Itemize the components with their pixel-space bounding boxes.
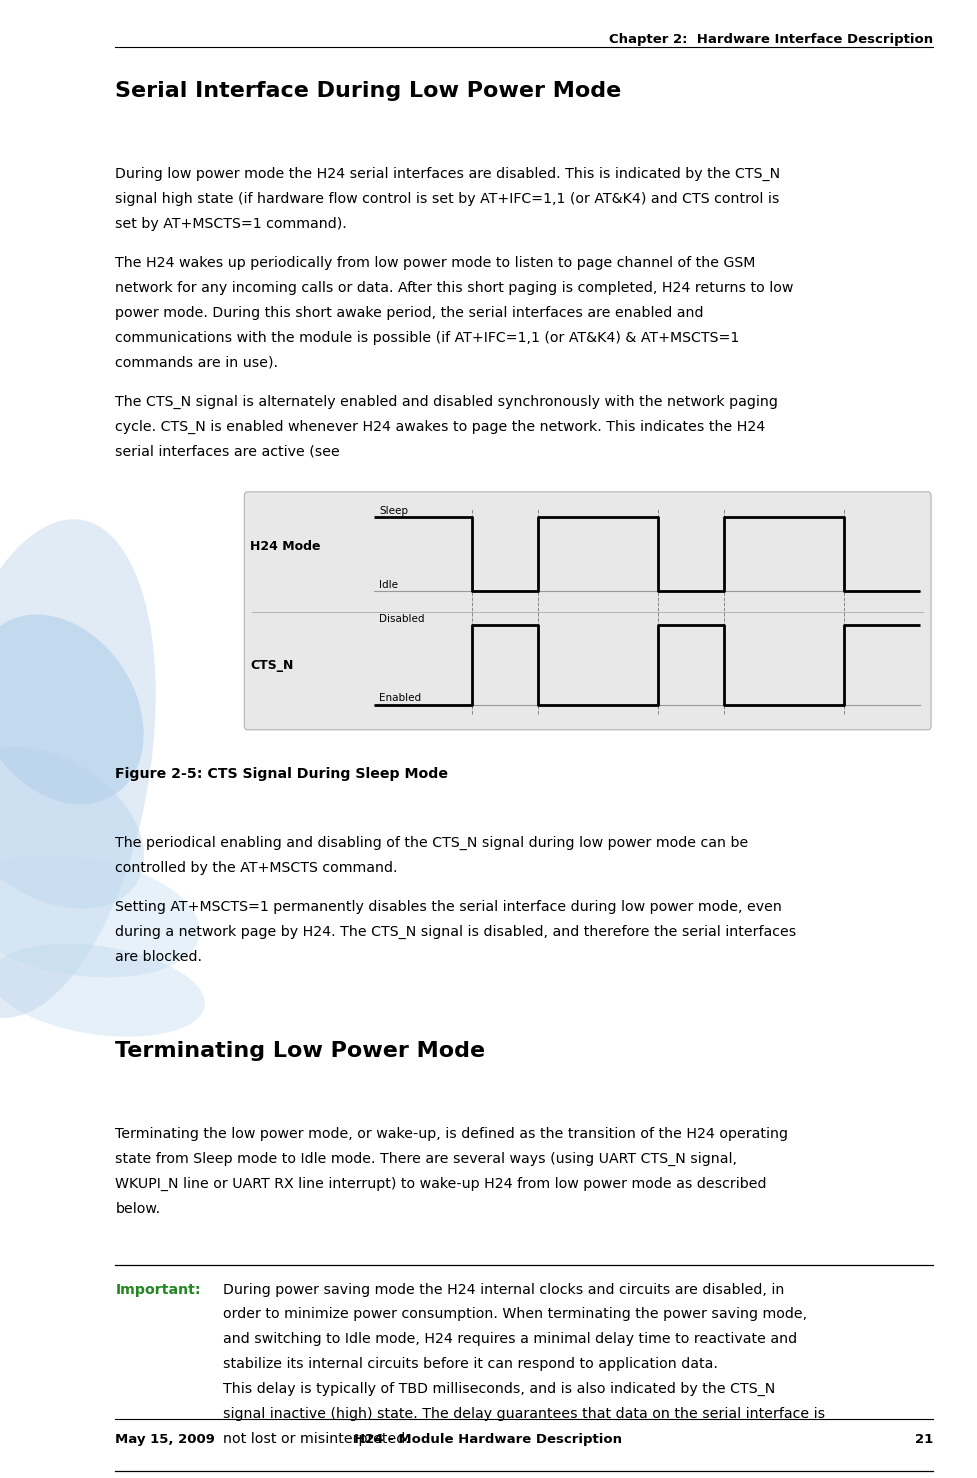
FancyBboxPatch shape — [244, 492, 931, 730]
Text: state from Sleep mode to Idle mode. There are several ways (using UART CTS_N sig: state from Sleep mode to Idle mode. Ther… — [115, 1151, 738, 1166]
Text: Figure 2-5: CTS Signal During Sleep Mode: Figure 2-5: CTS Signal During Sleep Mode — [115, 767, 448, 780]
Text: During power saving mode the H24 internal clocks and circuits are disabled, in: During power saving mode the H24 interna… — [223, 1283, 785, 1296]
Text: May 15, 2009: May 15, 2009 — [115, 1434, 215, 1445]
Text: signal inactive (high) state. The delay guarantees that data on the serial inter: signal inactive (high) state. The delay … — [223, 1407, 825, 1420]
Text: Sleep: Sleep — [379, 505, 408, 516]
Text: The H24 wakes up periodically from low power mode to listen to page channel of t: The H24 wakes up periodically from low p… — [115, 256, 755, 270]
Text: Setting AT+MSCTS=1 permanently disables the serial interface during low power mo: Setting AT+MSCTS=1 permanently disables … — [115, 900, 783, 915]
Ellipse shape — [0, 615, 144, 804]
Text: cycle. CTS_N is enabled whenever H24 awakes to page the network. This indicates : cycle. CTS_N is enabled whenever H24 awa… — [115, 420, 766, 435]
Text: signal high state (if hardware flow control is set by AT+IFC=1,1 (or AT&K4) and : signal high state (if hardware flow cont… — [115, 192, 780, 205]
Text: set by AT+MSCTS=1 command).: set by AT+MSCTS=1 command). — [115, 217, 347, 231]
Text: commands are in use).: commands are in use). — [115, 356, 278, 370]
Text: Serial Interface During Low Power Mode: Serial Interface During Low Power Mode — [115, 81, 621, 102]
Text: stabilize its internal circuits before it can respond to application data.: stabilize its internal circuits before i… — [223, 1357, 718, 1372]
Text: H24 - Module Hardware Description: H24 - Module Hardware Description — [355, 1434, 622, 1445]
Text: Chapter 2:  Hardware Interface Description: Chapter 2: Hardware Interface Descriptio… — [609, 33, 933, 46]
Text: 21: 21 — [914, 1434, 933, 1445]
Text: The periodical enabling and disabling of the CTS_N signal during low power mode : The periodical enabling and disabling of… — [115, 837, 748, 850]
Ellipse shape — [0, 519, 155, 1018]
Ellipse shape — [0, 856, 200, 977]
Text: power mode. During this short awake period, the serial interfaces are enabled an: power mode. During this short awake peri… — [115, 306, 703, 319]
Text: WKUPI_N line or UART RX line interrupt) to wake-up H24 from low power mode as de: WKUPI_N line or UART RX line interrupt) … — [115, 1176, 767, 1191]
Text: Terminating Low Power Mode: Terminating Low Power Mode — [115, 1042, 486, 1061]
Text: network for any incoming calls or data. After this short paging is completed, H2: network for any incoming calls or data. … — [115, 281, 793, 296]
Text: Enabled: Enabled — [379, 693, 421, 704]
Text: and switching to Idle mode, H24 requires a minimal delay time to reactivate and: and switching to Idle mode, H24 requires… — [223, 1332, 797, 1346]
Ellipse shape — [0, 944, 205, 1036]
Text: controlled by the AT+MSCTS command.: controlled by the AT+MSCTS command. — [115, 860, 398, 875]
Text: Terminating the low power mode, or wake-up, is defined as the transition of the : Terminating the low power mode, or wake-… — [115, 1128, 788, 1141]
Text: Important:: Important: — [115, 1283, 201, 1296]
Text: Idle: Idle — [379, 579, 398, 590]
Text: order to minimize power consumption. When terminating the power saving mode,: order to minimize power consumption. Whe… — [223, 1308, 807, 1321]
Ellipse shape — [0, 746, 144, 909]
Text: Disabled: Disabled — [379, 613, 425, 624]
Text: are blocked.: are blocked. — [115, 950, 202, 964]
Text: during a network page by H24. The CTS_N signal is disabled, and therefore the se: during a network page by H24. The CTS_N … — [115, 925, 796, 940]
Text: CTS_N: CTS_N — [250, 659, 293, 671]
Text: serial interfaces are active (see: serial interfaces are active (see — [115, 445, 345, 458]
Text: not lost or misinterpreted.: not lost or misinterpreted. — [223, 1432, 409, 1445]
Text: communications with the module is possible (if AT+IFC=1,1 (or AT&K4) & AT+MSCTS=: communications with the module is possib… — [115, 331, 740, 344]
Text: This delay is typically of TBD milliseconds, and is also indicated by the CTS_N: This delay is typically of TBD milliseco… — [223, 1382, 775, 1397]
Text: The CTS_N signal is alternately enabled and disabled synchronously with the netw: The CTS_N signal is alternately enabled … — [115, 395, 778, 409]
Text: During low power mode the H24 serial interfaces are disabled. This is indicated : During low power mode the H24 serial int… — [115, 167, 781, 182]
Text: H24 Mode: H24 Mode — [250, 541, 320, 553]
Text: below.: below. — [115, 1202, 160, 1215]
